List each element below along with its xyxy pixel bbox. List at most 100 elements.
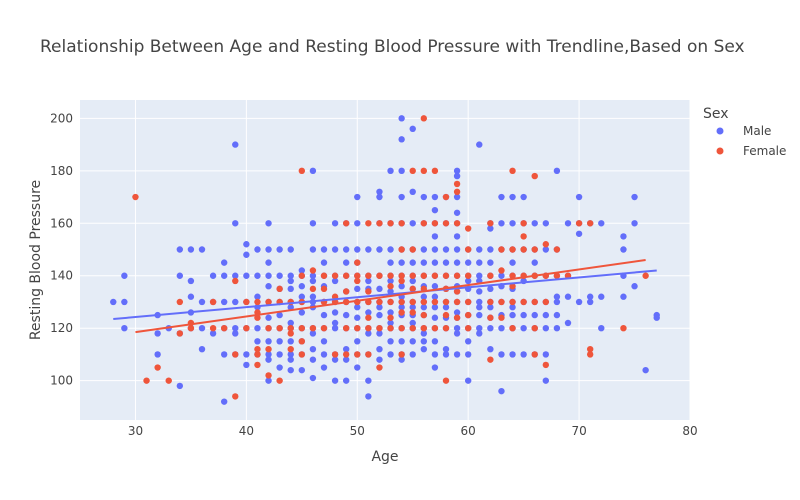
- male-point: [121, 324, 128, 332]
- female-point: [442, 193, 450, 201]
- male-point: [232, 330, 239, 337]
- female-point: [464, 324, 472, 332]
- female-point: [298, 272, 306, 279]
- female-point: [509, 324, 516, 332]
- male-point: [453, 324, 461, 332]
- male-point: [409, 125, 416, 133]
- male-point: [431, 351, 439, 358]
- female-point: [365, 324, 372, 332]
- male-point: [575, 230, 583, 237]
- legend-label-female[interactable]: Female: [743, 144, 786, 158]
- male-point: [420, 259, 428, 266]
- female-point: [531, 246, 538, 253]
- male-point: [176, 246, 184, 253]
- male-point: [498, 193, 505, 201]
- male-point: [598, 293, 605, 300]
- female-point: [542, 361, 550, 369]
- male-point: [276, 364, 283, 371]
- male-point: [154, 351, 161, 358]
- male-point: [398, 283, 405, 290]
- female-point: [176, 298, 184, 306]
- female-point: [442, 272, 450, 279]
- male-point: [453, 209, 461, 216]
- male-point: [265, 272, 272, 279]
- female-point: [232, 351, 239, 358]
- male-point: [487, 345, 494, 353]
- male-point: [487, 304, 494, 311]
- male-point: [409, 188, 416, 196]
- female-point: [531, 298, 538, 306]
- female-point: [409, 246, 416, 253]
- male-point: [342, 246, 350, 253]
- female-point: [387, 220, 394, 227]
- male-point: [598, 324, 605, 332]
- female-point: [143, 377, 150, 384]
- legend-marker-male[interactable]: [716, 127, 724, 135]
- male-point: [287, 319, 294, 327]
- female-point: [498, 267, 505, 274]
- female-point: [464, 246, 472, 253]
- male-point: [331, 319, 339, 327]
- female-point: [453, 180, 461, 188]
- male-point: [531, 311, 538, 319]
- male-point: [498, 387, 505, 395]
- male-point: [287, 285, 294, 293]
- male-point: [265, 314, 272, 321]
- male-point: [254, 338, 261, 345]
- male-point: [642, 366, 649, 374]
- male-point: [121, 298, 128, 306]
- male-point: [564, 220, 572, 227]
- male-point: [354, 314, 361, 321]
- male-point: [431, 233, 439, 240]
- male-point: [631, 193, 638, 201]
- male-point: [498, 324, 505, 332]
- male-point: [232, 141, 239, 148]
- y-tick-label: 100: [50, 374, 73, 388]
- male-point: [442, 246, 450, 253]
- male-point: [309, 220, 317, 227]
- female-point: [165, 377, 172, 384]
- female-point: [487, 272, 494, 279]
- y-tick-label: 140: [50, 269, 73, 283]
- male-point: [542, 351, 550, 358]
- female-point: [409, 309, 416, 316]
- female-point: [320, 285, 328, 293]
- male-point: [276, 246, 283, 253]
- male-point: [287, 366, 294, 374]
- male-point: [254, 324, 261, 332]
- male-point: [198, 345, 206, 353]
- female-point: [520, 220, 527, 227]
- female-point: [409, 324, 416, 332]
- male-point: [420, 330, 428, 337]
- legend-title: Sex: [703, 106, 729, 122]
- male-point: [464, 277, 472, 285]
- female-point: [431, 167, 439, 175]
- female-point: [442, 324, 450, 332]
- x-axis-ticks: 30 40 50 60 70 80: [128, 424, 698, 438]
- male-point: [387, 246, 394, 253]
- female-point: [220, 324, 228, 332]
- female-point: [243, 298, 250, 306]
- female-point: [531, 324, 538, 332]
- legend-label-male[interactable]: Male: [743, 124, 771, 138]
- y-tick-label: 180: [50, 164, 73, 178]
- male-point: [653, 314, 660, 321]
- male-point: [220, 398, 228, 405]
- male-point: [464, 351, 472, 358]
- male-point: [265, 356, 272, 363]
- male-point: [121, 272, 128, 279]
- male-point: [398, 259, 405, 266]
- x-tick-label: 30: [128, 424, 143, 438]
- male-point: [320, 259, 328, 266]
- female-point: [420, 272, 428, 279]
- female-trendline: [135, 259, 646, 334]
- legend-marker-female[interactable]: [716, 147, 724, 155]
- male-point: [409, 338, 416, 345]
- female-point: [354, 277, 361, 285]
- female-point: [398, 272, 405, 279]
- female-point: [420, 324, 428, 332]
- female-point: [498, 298, 505, 306]
- male-point: [387, 338, 394, 345]
- male-point: [553, 324, 561, 332]
- female-point: [442, 298, 450, 306]
